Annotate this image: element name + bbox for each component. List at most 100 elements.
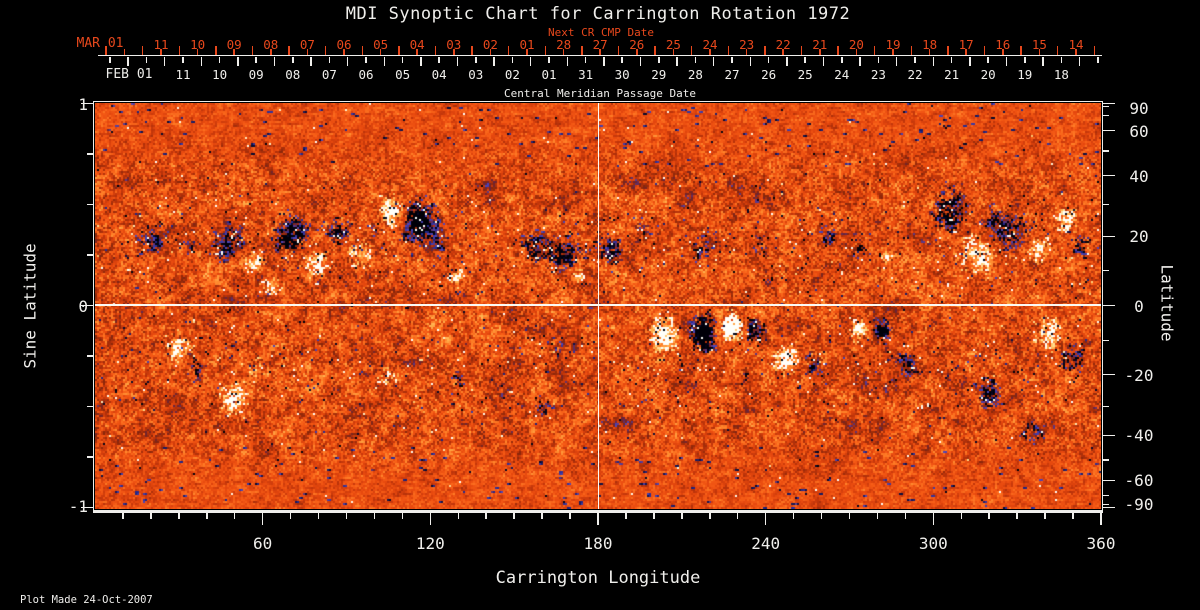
cmp-day-tick xyxy=(895,56,898,66)
bottom-axis-line xyxy=(93,511,1103,513)
sine-latitude-axis-title: Sine Latitude xyxy=(20,243,40,369)
next-cr-day-tick xyxy=(983,46,986,55)
next-cr-day-label: 04 xyxy=(409,37,425,52)
sine-latitude-tick xyxy=(87,405,93,408)
longitude-tick xyxy=(848,512,851,519)
next-cr-day-tick xyxy=(928,49,931,55)
next-cr-day-tick xyxy=(1002,49,1004,55)
latitude-tick xyxy=(1103,339,1109,342)
longitude-tick xyxy=(932,512,935,525)
sine-latitude-tick xyxy=(81,304,93,307)
cmp-day-tick xyxy=(163,56,166,66)
cmp-day-tick xyxy=(603,56,605,66)
longitude-tick xyxy=(317,512,320,519)
next-cr-day-tick xyxy=(306,49,309,55)
next-cr-day-tick xyxy=(105,46,107,55)
cmp-day-tick xyxy=(1042,56,1044,66)
next-cr-day-tick xyxy=(617,46,620,55)
cmp-day-tick xyxy=(420,56,422,66)
longitude-tick-label: 180 xyxy=(583,534,613,553)
next-cr-day-tick xyxy=(581,46,583,55)
cmp-day-tick xyxy=(438,56,440,63)
cmp-day-tick xyxy=(493,56,495,66)
next-cr-day-label: 18 xyxy=(922,37,938,52)
cmp-day-tick xyxy=(200,56,203,66)
next-cr-day-tick xyxy=(398,46,400,55)
next-cr-day-tick xyxy=(251,46,254,55)
cmp-day-tick xyxy=(401,56,404,63)
latitude-tick-label: 90 xyxy=(1129,99,1149,118)
cmp-day-tick xyxy=(712,56,715,66)
cmp-day-label: 20 xyxy=(980,67,996,82)
latitude-tick xyxy=(1103,494,1109,497)
next-cr-day-tick xyxy=(471,46,473,55)
longitude-tick xyxy=(206,512,208,519)
cmp-axis-title: Central Meridian Passage Date xyxy=(503,87,697,100)
next-cr-day-tick xyxy=(215,46,217,55)
next-cr-day-tick xyxy=(800,46,803,55)
latitude-tick xyxy=(1103,269,1109,272)
next-cr-day-tick xyxy=(1056,46,1059,55)
latitude-tick xyxy=(1103,102,1115,105)
cmp-day-tick xyxy=(1097,56,1099,63)
sine-latitude-tick xyxy=(87,355,93,357)
longitude-tick xyxy=(904,512,907,519)
cmp-day-tick xyxy=(1024,56,1026,63)
cmp-day-label: 11 xyxy=(175,67,191,82)
longitude-tick xyxy=(792,512,795,519)
longitude-tick xyxy=(261,512,264,525)
cmp-day-tick xyxy=(987,56,989,63)
next-cr-axis-label: Next CR CMP Date xyxy=(548,26,654,39)
cmp-day-tick xyxy=(365,56,367,63)
latitude-tick-label: -60 xyxy=(1124,471,1154,491)
latitude-axis-title: Latitude xyxy=(1157,264,1177,342)
next-cr-day-tick xyxy=(709,49,711,55)
longitude-tick xyxy=(1016,512,1018,519)
cmp-day-label: 30 xyxy=(614,67,630,82)
next-cr-day-tick xyxy=(1075,49,1077,55)
cmp-month-label: FEB 01 xyxy=(105,67,153,82)
next-cr-day-tick xyxy=(819,49,821,55)
next-cr-day-label: 02 xyxy=(482,37,498,52)
next-cr-day-tick xyxy=(196,49,199,55)
cmp-axis-line xyxy=(98,54,1102,56)
cmp-day-tick xyxy=(529,56,532,66)
longitude-tick xyxy=(960,512,963,519)
longitude-tick xyxy=(625,512,627,519)
cmp-day-label: 09 xyxy=(248,67,264,82)
longitude-axis-title: Carrington Longitude xyxy=(495,568,701,588)
next-cr-day-tick xyxy=(288,46,290,55)
next-cr-day-label: 10 xyxy=(190,37,206,52)
cmp-day-label: 29 xyxy=(651,67,667,82)
longitude-tick xyxy=(764,512,767,525)
latitude-tick xyxy=(1103,434,1115,437)
cmp-day-tick xyxy=(786,56,788,66)
next-cr-day-label: 05 xyxy=(373,37,389,52)
next-cr-day-tick xyxy=(416,49,418,55)
longitude-tick xyxy=(1072,512,1074,519)
next-cr-day-tick xyxy=(672,49,675,55)
latitude-tick xyxy=(1103,105,1109,108)
next-cr-day-tick xyxy=(636,49,638,55)
next-cr-day-label: 25 xyxy=(665,37,681,52)
longitude-tick xyxy=(233,512,236,519)
longitude-tick xyxy=(345,512,348,519)
longitude-tick xyxy=(1100,512,1102,525)
next-cr-day-tick xyxy=(361,46,364,55)
sine-latitude-tick-label: -1 xyxy=(68,497,88,516)
meridian-180-line xyxy=(597,103,600,509)
cmp-day-tick xyxy=(694,56,697,63)
cmp-day-tick xyxy=(456,56,459,66)
longitude-tick xyxy=(569,512,571,519)
cmp-day-tick xyxy=(731,56,733,63)
cmp-day-label: 19 xyxy=(1017,67,1033,82)
next-cr-day-label: 21 xyxy=(812,37,828,52)
longitude-tick xyxy=(876,512,879,519)
cmp-day-label: 08 xyxy=(285,67,301,82)
cmp-day-tick xyxy=(273,56,276,66)
next-cr-day-tick xyxy=(1020,46,1022,55)
longitude-tick xyxy=(429,512,432,525)
longitude-tick-label: 360 xyxy=(1086,534,1116,553)
latitude-tick-label: -40 xyxy=(1124,426,1154,446)
latitude-tick xyxy=(1103,174,1115,177)
